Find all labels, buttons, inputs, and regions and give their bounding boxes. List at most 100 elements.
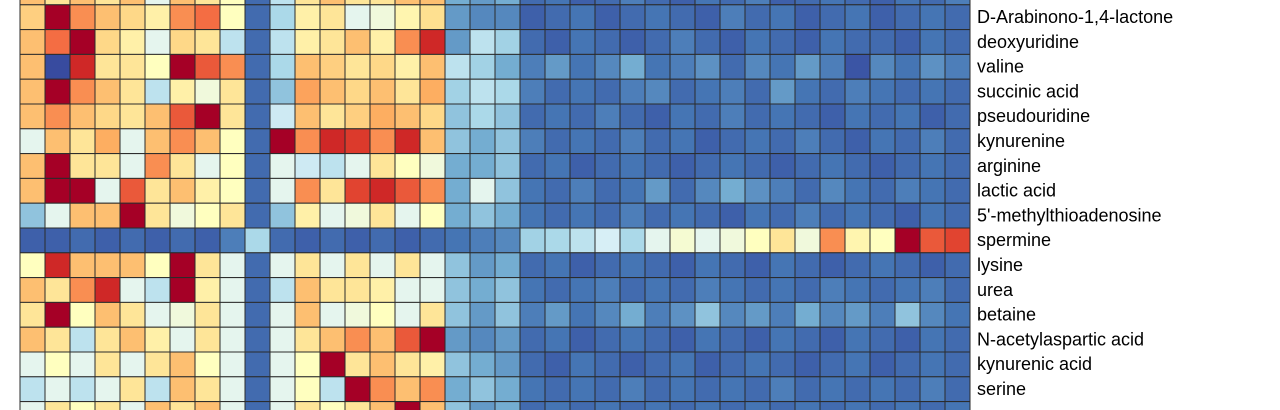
heatmap-cell <box>219 326 246 353</box>
heatmap-cell <box>719 277 746 303</box>
heatmap-cell <box>269 103 296 130</box>
heatmap-cell <box>169 0 196 6</box>
heatmap-cell <box>294 227 321 254</box>
heatmap-cell <box>694 4 721 31</box>
heatmap-cell <box>419 128 446 155</box>
heatmap-cell <box>369 252 396 279</box>
heatmap-cell <box>619 103 646 130</box>
heatmap-cell <box>744 153 771 179</box>
heatmap-cell <box>894 326 921 353</box>
heatmap-cell <box>619 252 646 279</box>
heatmap-cell <box>169 53 196 80</box>
heatmap-cell <box>669 0 696 6</box>
heatmap-cell <box>144 227 171 254</box>
heatmap-cell <box>244 301 271 328</box>
heatmap-cell <box>344 53 371 80</box>
heatmap-cell <box>769 351 796 378</box>
heatmap-cell <box>469 376 496 403</box>
heatmap-cell <box>294 252 321 279</box>
heatmap-cell <box>419 401 446 410</box>
row-label: betaine <box>977 305 1036 325</box>
heatmap-cell <box>819 103 846 130</box>
heatmap-cell <box>519 4 546 31</box>
heatmap-cell <box>594 376 621 403</box>
heatmap-cell <box>819 277 846 303</box>
heatmap-cell <box>269 153 296 179</box>
heatmap-cell <box>69 53 96 80</box>
heatmap-cell <box>444 301 471 328</box>
heatmap-cell <box>219 0 246 6</box>
heatmap-cell <box>894 153 921 179</box>
heatmap-cell <box>519 326 546 353</box>
heatmap-cell <box>694 301 721 328</box>
heatmap-cell <box>569 277 596 303</box>
heatmap-cell <box>294 301 321 328</box>
heatmap-cell <box>69 376 96 403</box>
heatmap-cell <box>319 376 346 403</box>
heatmap-cell <box>469 326 496 353</box>
heatmap-cell <box>69 0 96 6</box>
heatmap-cell <box>719 4 746 31</box>
heatmap-cell <box>119 326 146 353</box>
heatmap-cell <box>694 326 721 353</box>
heatmap-cell <box>419 252 446 279</box>
heatmap-cell <box>444 326 471 353</box>
heatmap-cell <box>469 103 496 130</box>
heatmap-cell <box>694 376 721 403</box>
heatmap-cell <box>144 301 171 328</box>
heatmap-cell <box>944 177 971 204</box>
heatmap-cell <box>94 401 121 410</box>
heatmap-cell <box>19 301 46 328</box>
heatmap-cell <box>419 277 446 303</box>
heatmap-cell <box>394 53 421 80</box>
heatmap-cell <box>769 202 796 229</box>
heatmap-cell <box>194 326 221 353</box>
heatmap-cell <box>769 4 796 31</box>
heatmap-cell <box>744 252 771 279</box>
heatmap-cell <box>644 78 671 105</box>
heatmap-cell <box>544 326 571 353</box>
heatmap-cell <box>369 153 396 179</box>
heatmap-cell <box>669 252 696 279</box>
heatmap-cell <box>19 401 46 410</box>
heatmap-cell <box>819 0 846 6</box>
heatmap-cell <box>194 153 221 179</box>
heatmap-cell <box>19 351 46 378</box>
heatmap-cell <box>844 53 871 80</box>
heatmap-cell <box>494 29 521 55</box>
heatmap-cell <box>294 103 321 130</box>
heatmap-cell <box>944 78 971 105</box>
heatmap-cell <box>894 78 921 105</box>
heatmap-cell <box>194 53 221 80</box>
row-label: lysine <box>977 255 1023 275</box>
heatmap-cell <box>819 301 846 328</box>
heatmap-cell <box>819 252 846 279</box>
heatmap-cell <box>69 401 96 410</box>
heatmap-cell <box>269 252 296 279</box>
heatmap-cell <box>269 78 296 105</box>
heatmap-cell <box>544 4 571 31</box>
heatmap-cell <box>569 351 596 378</box>
heatmap-cell <box>244 4 271 31</box>
heatmap-cell <box>594 103 621 130</box>
heatmap-cell <box>394 29 421 55</box>
heatmap-cell <box>169 103 196 130</box>
heatmap-cell <box>269 29 296 55</box>
heatmap-cell <box>694 29 721 55</box>
heatmap-cell <box>494 153 521 179</box>
heatmap-cell <box>894 0 921 6</box>
heatmap-cell <box>694 103 721 130</box>
heatmap-cell <box>694 351 721 378</box>
heatmap-cell <box>919 103 946 130</box>
heatmap-cell <box>494 177 521 204</box>
heatmap-cell <box>294 78 321 105</box>
heatmap-cell <box>144 103 171 130</box>
heatmap-cell <box>294 277 321 303</box>
heatmap-cell <box>469 0 496 6</box>
heatmap-cell <box>944 0 971 6</box>
heatmap-cell <box>69 202 96 229</box>
heatmap-cell <box>344 103 371 130</box>
heatmap-cell <box>444 53 471 80</box>
